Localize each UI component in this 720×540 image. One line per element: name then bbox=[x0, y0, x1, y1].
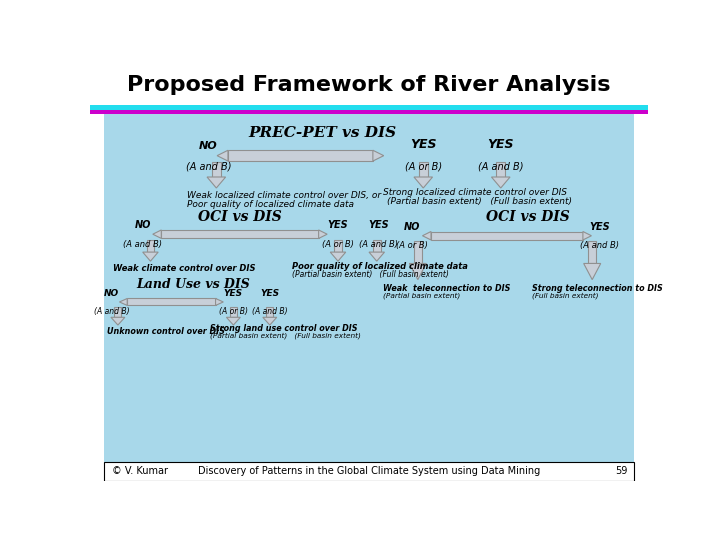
Text: (A and B): (A and B) bbox=[186, 162, 231, 172]
Bar bbox=[228, 150, 373, 161]
Text: (A or B): (A or B) bbox=[396, 241, 428, 250]
Text: Unknown control over DIS: Unknown control over DIS bbox=[107, 327, 225, 336]
Polygon shape bbox=[409, 264, 426, 280]
Text: (Partial basin extent)   (Full basin extent): (Partial basin extent) (Full basin exten… bbox=[387, 197, 572, 206]
Polygon shape bbox=[423, 232, 431, 240]
Bar bbox=[90, 105, 648, 110]
Text: (A and B): (A and B) bbox=[359, 240, 397, 248]
Text: 59: 59 bbox=[616, 467, 628, 476]
Polygon shape bbox=[373, 150, 384, 161]
Text: Weak  teleconnection to DIS: Weak teleconnection to DIS bbox=[383, 284, 510, 293]
Polygon shape bbox=[319, 230, 327, 239]
Text: Weak climate control over DIS: Weak climate control over DIS bbox=[113, 265, 256, 273]
Text: YES: YES bbox=[224, 289, 243, 298]
Text: NO: NO bbox=[135, 220, 151, 231]
Bar bbox=[266, 307, 274, 318]
Polygon shape bbox=[215, 299, 223, 306]
Bar bbox=[212, 162, 221, 177]
Text: (Partial basin extent): (Partial basin extent) bbox=[383, 293, 460, 299]
Polygon shape bbox=[414, 177, 433, 188]
Polygon shape bbox=[369, 252, 384, 261]
Text: (A and B): (A and B) bbox=[478, 162, 523, 172]
Bar bbox=[413, 241, 422, 264]
Text: YES: YES bbox=[487, 138, 514, 151]
Text: NO: NO bbox=[104, 289, 120, 298]
Text: Discovery of Patterns in the Global Climate System using Data Mining: Discovery of Patterns in the Global Clim… bbox=[198, 467, 540, 476]
Bar bbox=[588, 241, 596, 264]
Bar bbox=[104, 462, 634, 481]
Text: (Partial basin extent)   (Full basin extent): (Partial basin extent) (Full basin exten… bbox=[292, 270, 449, 279]
Bar bbox=[114, 307, 122, 318]
Polygon shape bbox=[263, 318, 276, 325]
Bar bbox=[90, 65, 648, 105]
Bar bbox=[496, 162, 505, 177]
Text: OCI vs DIS: OCI vs DIS bbox=[198, 210, 282, 224]
Bar bbox=[431, 232, 583, 240]
Polygon shape bbox=[111, 318, 125, 325]
Polygon shape bbox=[330, 252, 346, 261]
Text: Poor quality of localized climate data: Poor quality of localized climate data bbox=[292, 262, 467, 271]
Text: (Full basin extent): (Full basin extent) bbox=[532, 293, 598, 299]
Bar bbox=[147, 240, 154, 252]
Text: NO: NO bbox=[199, 141, 218, 151]
Text: Weak localized climate control over DIS, or: Weak localized climate control over DIS,… bbox=[187, 191, 381, 200]
Text: NO: NO bbox=[403, 222, 420, 232]
Bar bbox=[161, 230, 319, 239]
Text: YES: YES bbox=[260, 289, 279, 298]
Bar bbox=[373, 240, 381, 252]
Text: (A or B): (A or B) bbox=[405, 162, 442, 172]
Polygon shape bbox=[583, 232, 591, 240]
Text: (A and B): (A and B) bbox=[252, 307, 287, 315]
Text: (A or B): (A or B) bbox=[219, 307, 248, 315]
Text: (A and B): (A and B) bbox=[94, 307, 130, 315]
Polygon shape bbox=[226, 318, 240, 325]
Polygon shape bbox=[153, 230, 161, 239]
Polygon shape bbox=[207, 177, 225, 188]
Polygon shape bbox=[143, 252, 158, 261]
Bar bbox=[230, 307, 237, 318]
Bar bbox=[418, 162, 428, 177]
Polygon shape bbox=[492, 177, 510, 188]
Text: Poor quality of localized climate data: Poor quality of localized climate data bbox=[187, 200, 354, 208]
Polygon shape bbox=[120, 299, 127, 306]
Polygon shape bbox=[584, 264, 600, 280]
Text: OCI vs DIS: OCI vs DIS bbox=[486, 210, 570, 224]
Bar bbox=[90, 110, 648, 114]
Bar bbox=[127, 299, 215, 306]
Text: (Partial basin extent)   (Full basin extent): (Partial basin extent) (Full basin exten… bbox=[210, 333, 361, 339]
Text: Strong land use control over DIS: Strong land use control over DIS bbox=[210, 323, 358, 333]
Text: Proposed Framework of River Analysis: Proposed Framework of River Analysis bbox=[127, 75, 611, 95]
Text: Land Use vs DIS: Land Use vs DIS bbox=[136, 278, 250, 291]
Text: Strong localized climate control over DIS: Strong localized climate control over DI… bbox=[383, 188, 567, 197]
Text: PREC-PET vs DIS: PREC-PET vs DIS bbox=[248, 126, 397, 139]
Polygon shape bbox=[217, 150, 228, 161]
Text: © V. Kumar: © V. Kumar bbox=[112, 467, 168, 476]
Text: YES: YES bbox=[328, 220, 348, 231]
Text: Strong teleconnection to DIS: Strong teleconnection to DIS bbox=[532, 284, 662, 293]
Text: YES: YES bbox=[368, 220, 389, 231]
Bar bbox=[334, 240, 342, 252]
Bar bbox=[104, 114, 634, 470]
Text: YES: YES bbox=[590, 222, 611, 232]
Text: YES: YES bbox=[410, 138, 436, 151]
Text: (A and B): (A and B) bbox=[123, 240, 162, 248]
Text: (A or B): (A or B) bbox=[322, 240, 354, 248]
Text: (A and B): (A and B) bbox=[580, 241, 619, 250]
